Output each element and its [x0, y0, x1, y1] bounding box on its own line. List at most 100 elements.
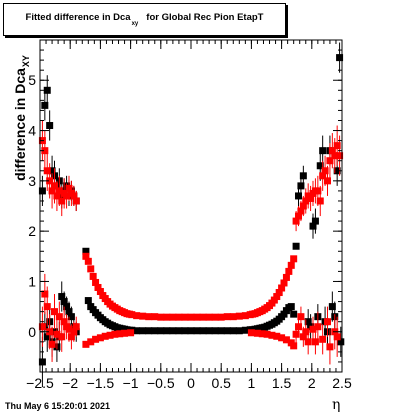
data-point-s1-p21 [53, 330, 61, 338]
data-point-s0-p68 [241, 326, 249, 334]
data-point-s1-p52 [145, 313, 153, 321]
data-point-s1-p58 [181, 313, 189, 321]
title-subscript: xy [131, 21, 139, 27]
data-point-s1-p91 [299, 202, 307, 210]
data-point-s1-p16 [41, 290, 49, 298]
x-axis-label: η [332, 397, 341, 413]
data-point-s0-p102 [328, 303, 336, 311]
data-point-s0-p90 [297, 182, 305, 190]
data-point-s1-p97 [314, 187, 322, 195]
data-point-s1-p106 [336, 152, 344, 160]
x-tick-label-1: −2 [62, 375, 78, 391]
data-markers [38, 42, 345, 388]
data-point-s1-p101 [324, 177, 332, 185]
data-point-s0-p30 [82, 247, 90, 255]
data-point-s0-p92 [304, 318, 312, 326]
data-point-s1-p3 [46, 177, 54, 185]
data-point-s1-p132 [253, 329, 261, 337]
data-point-s1-p56 [169, 313, 177, 321]
data-point-s1-p125 [101, 332, 109, 340]
data-point-s0-p59 [187, 327, 195, 335]
plot-frame [39, 39, 343, 373]
data-point-s1-p103 [328, 147, 336, 155]
y-tick-label-5: 5 [28, 72, 36, 88]
data-point-s0-p53 [151, 327, 159, 335]
data-point-s0-p17 [43, 333, 51, 341]
x-tick-label-0: −2.5 [26, 375, 54, 391]
data-point-s1-p63 [211, 313, 219, 321]
data-point-s0-p27 [67, 313, 75, 321]
data-point-s1-p51 [139, 312, 147, 320]
data-point-s1-p31 [84, 257, 92, 265]
data-point-s0-p97 [316, 162, 324, 170]
data-point-s0-p65 [223, 327, 231, 335]
data-point-s1-p27 [67, 333, 75, 341]
data-point-s1-p115 [314, 323, 322, 331]
y-tick-label-1: 1 [28, 273, 36, 289]
x-tick-label-3: −1 [123, 375, 139, 391]
data-point-s1-p6 [53, 192, 61, 200]
x-tick-label-5: 0 [187, 375, 195, 391]
data-point-s1-p126 [106, 331, 114, 339]
data-point-s1-p62 [205, 313, 213, 321]
title-box: Fitted difference in Dcaxy for Global Rec… [3, 3, 286, 36]
data-point-s1-p30 [82, 252, 90, 260]
x-tick-label-9: 2 [308, 375, 316, 391]
data-point-s1-p118 [326, 343, 334, 351]
data-point-s0-p64 [217, 327, 225, 335]
data-point-s0-p83 [280, 310, 288, 318]
data-point-s1-p83 [280, 279, 288, 287]
data-point-s0-p87 [290, 310, 298, 318]
data-point-s1-p133 [258, 330, 266, 338]
data-point-s0-p61 [199, 327, 207, 335]
data-point-s1-p137 [278, 334, 286, 342]
title-prefix: Fitted difference in Dca [25, 12, 131, 23]
data-point-s1-p90 [297, 207, 305, 215]
data-point-s1-p129 [121, 329, 129, 337]
data-point-s0-p4 [48, 167, 56, 175]
data-point-s1-p15 [38, 323, 46, 331]
data-point-s1-p36 [96, 288, 104, 296]
data-point-s1-p88 [292, 217, 300, 225]
data-point-s1-p122 [87, 338, 95, 346]
data-point-s1-p82 [278, 284, 286, 292]
data-point-s1-p130 [127, 329, 135, 337]
data-point-s1-p7 [55, 187, 63, 195]
data-point-s1-p23 [58, 333, 66, 341]
data-point-s1-p89 [295, 212, 303, 220]
data-point-s0-p24 [60, 298, 68, 306]
data-point-s0-p98 [319, 147, 327, 155]
data-point-s0-p54 [157, 327, 165, 335]
chart-title: Fitted difference in Dcaxy for Global Rec… [6, 12, 283, 27]
x-tick-label-8: 1.5 [272, 375, 292, 391]
data-point-s1-p29 [72, 323, 80, 331]
data-point-s1-p61 [199, 313, 207, 321]
data-point-s0-p56 [169, 327, 177, 335]
x-tick-label-4: −0.5 [147, 375, 175, 391]
data-point-s1-p92 [302, 197, 310, 205]
data-point-s1-p86 [287, 261, 295, 269]
data-point-s1-p114 [311, 338, 319, 346]
data-point-s0-p1 [41, 101, 49, 109]
data-point-s1-p111 [302, 328, 310, 336]
data-point-s0-p66 [229, 327, 237, 335]
data-point-s1-p57 [175, 313, 183, 321]
data-point-s0-p105 [336, 54, 344, 62]
data-point-s0-p23 [58, 293, 66, 301]
data-point-s0-p58 [181, 327, 189, 335]
data-point-s1-p11 [65, 184, 73, 192]
data-point-s0-p88 [292, 242, 300, 250]
data-point-s1-p135 [268, 331, 276, 339]
data-point-s0-p104 [333, 167, 341, 175]
data-point-s1-p85 [285, 267, 293, 275]
data-point-s1-p50 [133, 312, 141, 320]
data-point-s1-p104 [331, 152, 339, 160]
data-point-s1-p107 [292, 330, 300, 338]
data-point-s0-p3 [46, 122, 54, 130]
data-point-s0-p62 [205, 327, 213, 335]
data-point-s1-p66 [229, 313, 237, 321]
data-point-s1-p109 [297, 313, 305, 321]
data-point-s1-p65 [223, 313, 231, 321]
data-point-s0-p57 [175, 327, 183, 335]
